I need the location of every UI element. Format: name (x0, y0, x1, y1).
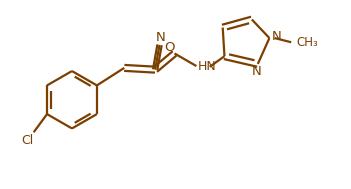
Text: N: N (252, 65, 262, 78)
Text: CH₃: CH₃ (297, 36, 318, 50)
Text: Cl: Cl (21, 133, 33, 146)
Text: N: N (156, 31, 166, 44)
Text: N: N (272, 30, 282, 43)
Text: O: O (164, 41, 175, 54)
Text: HN: HN (198, 60, 217, 73)
